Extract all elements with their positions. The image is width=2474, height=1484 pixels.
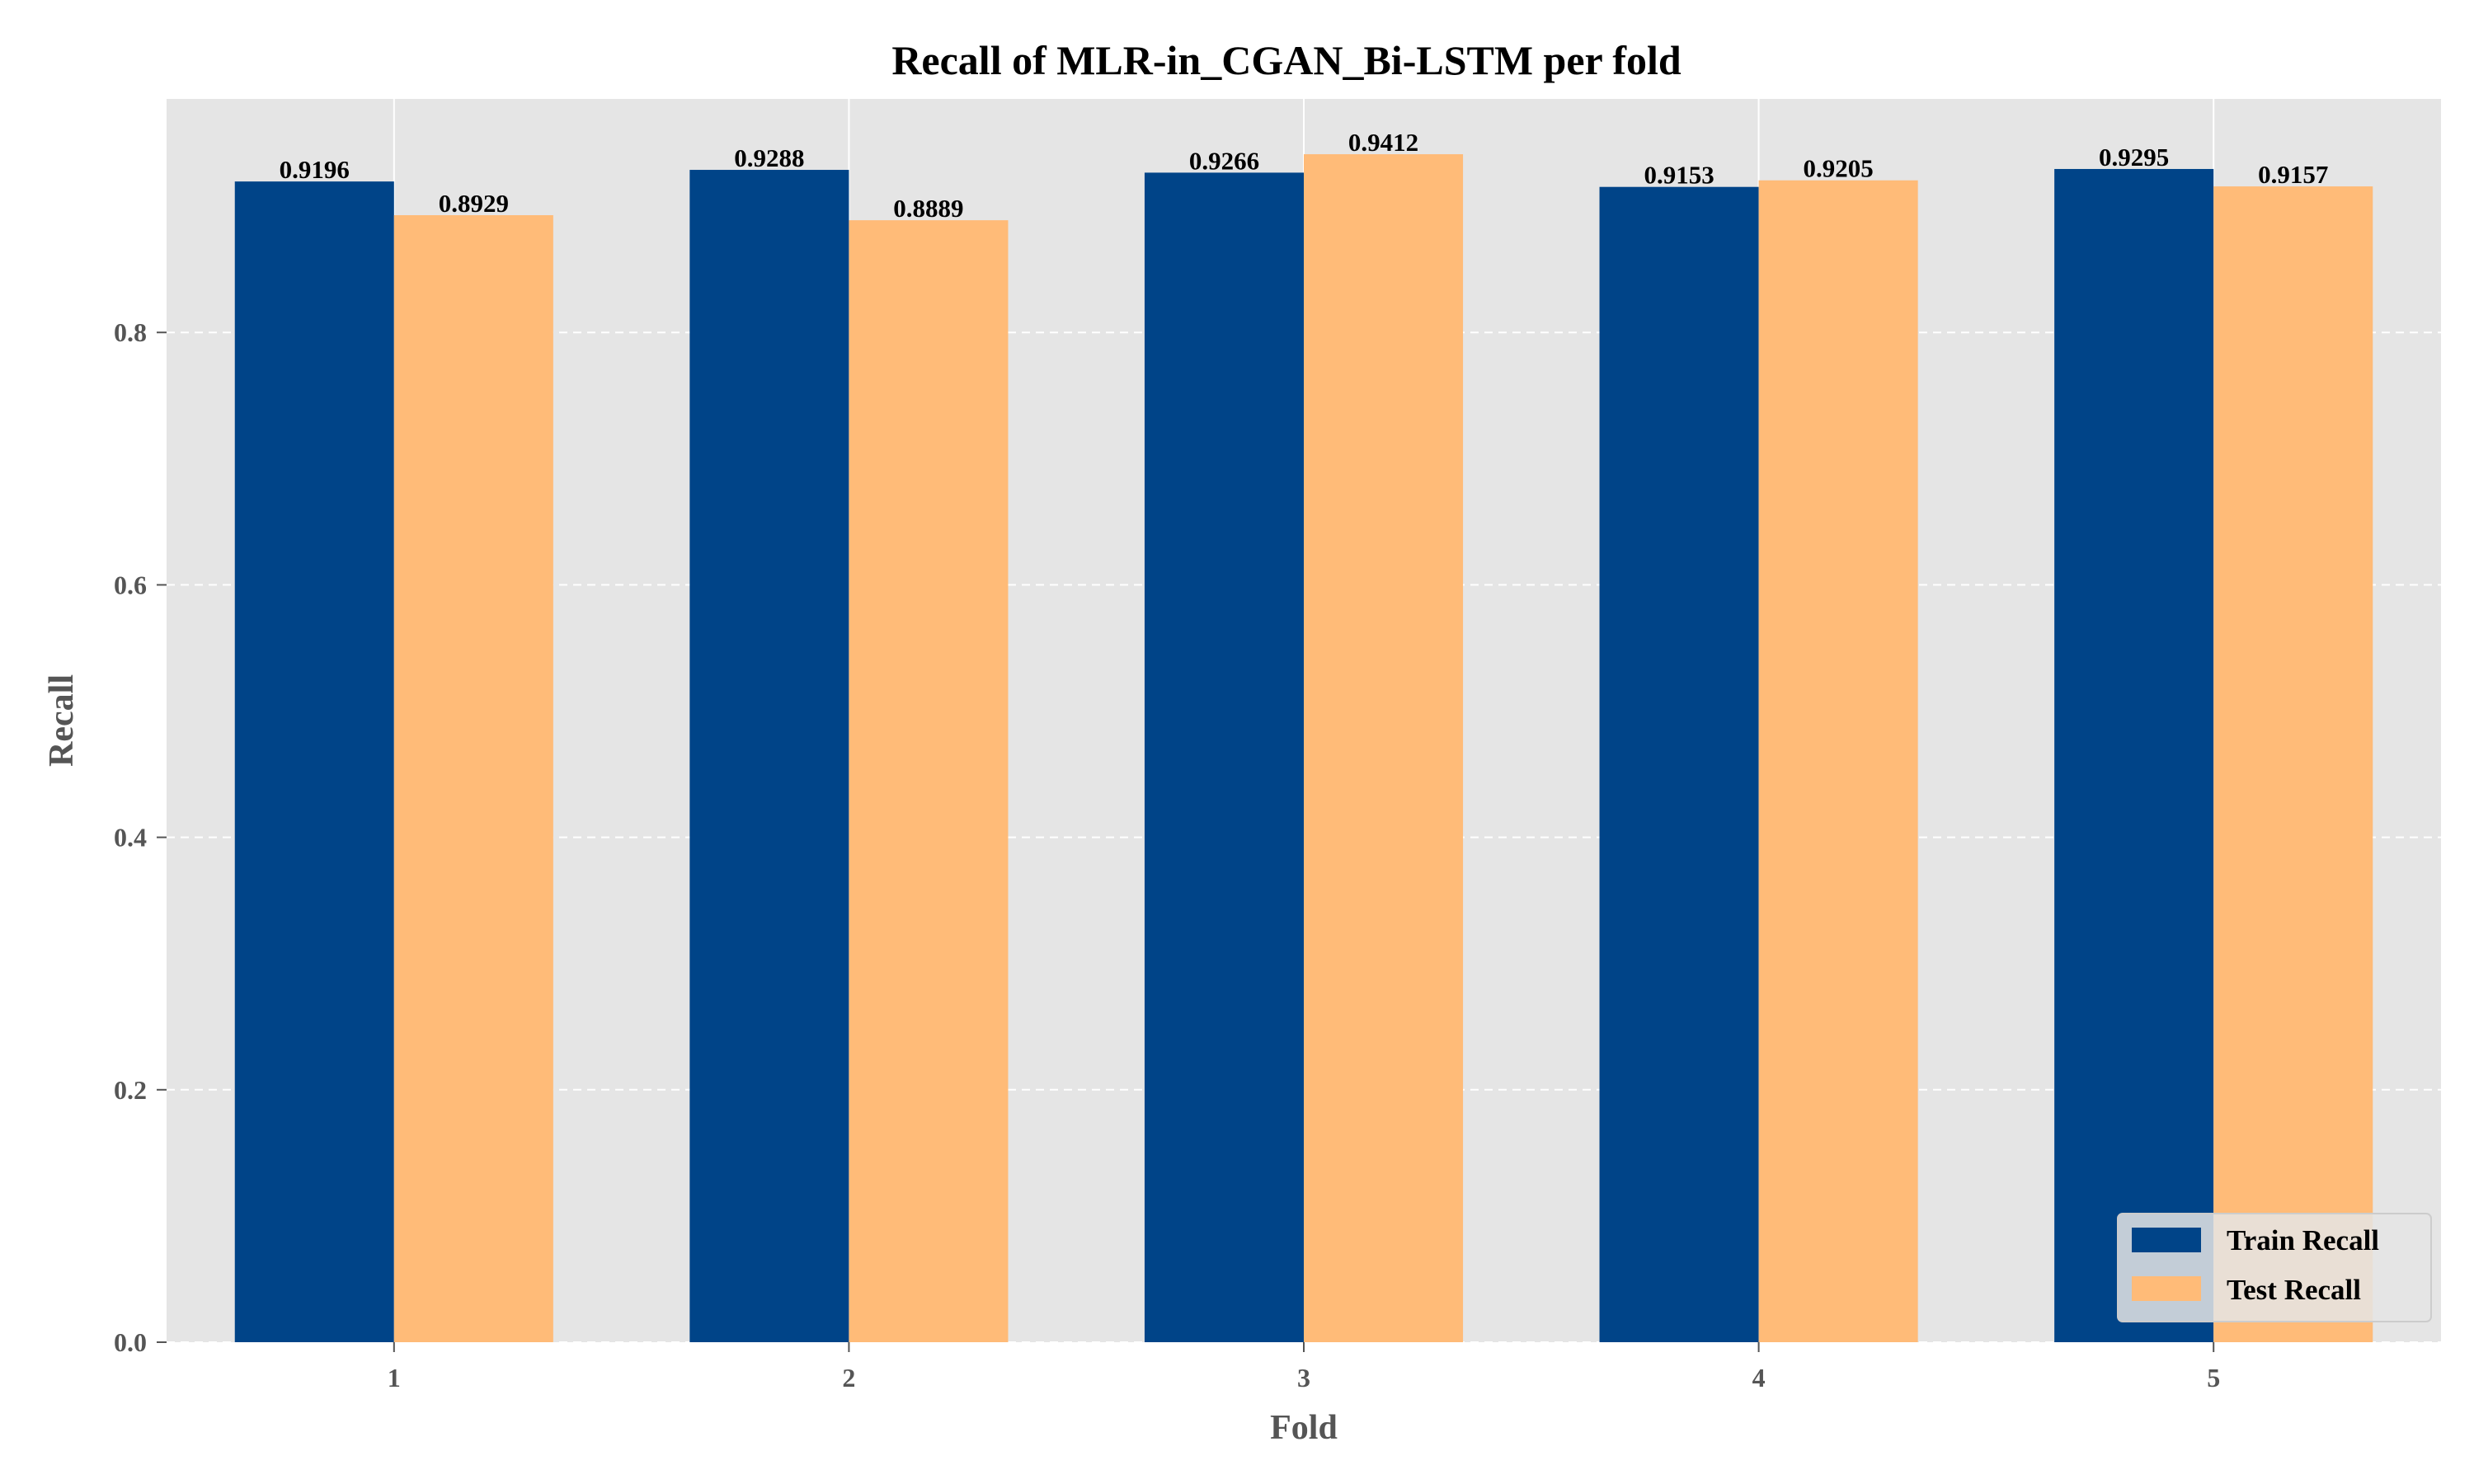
data-label-test-recall-fold-4: 0.9205 [1804,154,1874,183]
chart-title: Recall of MLR-in_CGAN_Bi-LSTM per fold [891,37,1681,83]
x-axis-ticks: 1 2 3 4 5 [388,1342,2220,1392]
y-tick-label: 0.4 [114,823,147,852]
y-axis-ticks: 0.0 0.2 0.4 0.6 0.8 [114,317,167,1357]
data-label-train-recall-fold-1: 0.9196 [280,155,350,184]
legend: Train Recall Test Recall [2117,1213,2432,1322]
data-label-train-recall-fold-5: 0.9295 [2099,143,2169,171]
data-labels-layer: 0.9196 0.9288 0.9266 0.9153 0.9295 0.8929 0.88… [280,128,2329,223]
bars-layer [234,154,2373,1343]
x-tick-label: 2 [842,1363,855,1392]
x-tick-label: 5 [2207,1363,2220,1392]
bar-test-recall-fold-3 [1304,154,1464,1342]
y-tick-label: 0.8 [114,317,147,347]
y-tick-label: 0.6 [114,570,147,599]
bar-test-recall-fold-5 [2213,186,2373,1343]
bar-test-recall-fold-4 [1758,180,1918,1343]
data-label-train-recall-fold-2: 0.9288 [734,143,804,172]
data-label-test-recall-fold-2: 0.8889 [893,194,963,223]
bar-train-recall-fold-2 [689,170,849,1343]
bar-train-recall-fold-1 [234,181,394,1342]
bar-test-recall-fold-2 [849,220,1009,1342]
data-label-test-recall-fold-1: 0.8929 [439,189,509,218]
bar-train-recall-fold-4 [1599,186,1759,1342]
legend-label-test-recall: Test Recall [2227,1274,2361,1306]
data-label-train-recall-fold-3: 0.9266 [1189,146,1259,175]
legend-label-train-recall: Train Recall [2227,1224,2379,1256]
bar-train-recall-fold-3 [1144,172,1304,1342]
y-tick-label: 0.0 [114,1327,147,1357]
y-axis-label: Recall [43,674,81,767]
data-label-test-recall-fold-3: 0.9412 [1348,128,1418,157]
bar-train-recall-fold-5 [2054,168,2214,1343]
data-label-train-recall-fold-4: 0.9153 [1644,161,1714,190]
data-label-test-recall-fold-5: 0.9157 [2258,160,2328,189]
x-tick-label: 4 [1752,1363,1766,1392]
y-tick-label: 0.2 [114,1075,147,1105]
x-tick-label: 3 [1297,1363,1310,1392]
legend-swatch-test-recall [2132,1276,2201,1301]
x-axis-label: Fold [1270,1409,1338,1447]
x-tick-label: 1 [388,1363,401,1392]
bar-test-recall-fold-1 [393,215,553,1342]
legend-swatch-train-recall [2132,1228,2201,1252]
